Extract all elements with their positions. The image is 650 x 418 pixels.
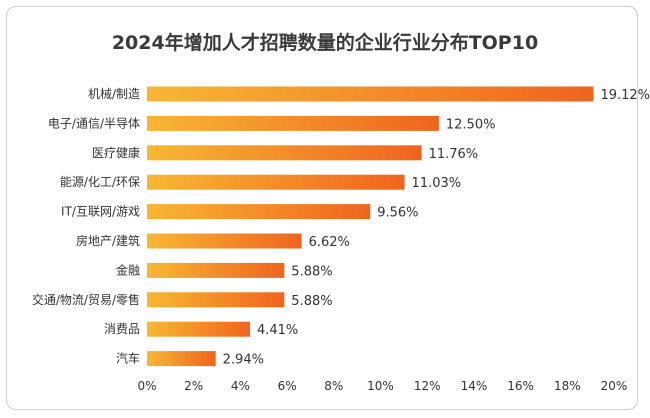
bar-0 — [147, 86, 594, 102]
value-label: 19.12% — [600, 88, 650, 103]
bar-9 — [147, 351, 216, 367]
value-label: 5.88% — [291, 294, 332, 309]
category-label: 医疗健康 — [92, 145, 140, 160]
x-tick-label: 14% — [461, 379, 488, 393]
category-label: 交通/物流/贸易/零售 — [32, 292, 140, 307]
category-label: 机械/制造 — [88, 86, 140, 101]
value-label: 6.62% — [309, 235, 350, 250]
x-tick-label: 20% — [601, 379, 628, 393]
x-tick-label: 2% — [184, 379, 203, 393]
value-label: 12.50% — [446, 117, 496, 132]
value-label: 2.94% — [223, 353, 264, 368]
x-tick-label: 4% — [231, 379, 250, 393]
x-tick-label: 18% — [554, 379, 581, 393]
value-label: 11.03% — [412, 176, 462, 191]
category-label: 汽车 — [116, 351, 140, 366]
category-label: 能源/化工/环保 — [60, 175, 140, 189]
x-tick-label: 8% — [324, 379, 343, 393]
x-tick-label: 0% — [137, 379, 156, 393]
bar-3 — [147, 174, 405, 190]
category-label: 消费品 — [104, 322, 140, 336]
bar-1 — [147, 115, 439, 131]
value-label: 5.88% — [291, 264, 332, 279]
bar-5 — [147, 233, 302, 249]
bar-8 — [147, 321, 250, 337]
bar-7 — [147, 292, 285, 308]
value-label: 9.56% — [377, 206, 418, 221]
category-label: IT/互联网/游戏 — [61, 205, 140, 219]
category-label: 金融 — [116, 262, 140, 277]
x-tick-label: 10% — [367, 379, 394, 393]
value-label: 4.41% — [257, 323, 298, 338]
x-tick-label: 16% — [507, 379, 534, 393]
bar-4 — [147, 204, 371, 220]
x-tick-label: 6% — [278, 379, 297, 393]
chart-title: 2024年增加人才招聘数量的企业行业分布TOP10 — [111, 32, 539, 54]
value-label: 11.76% — [429, 147, 479, 162]
x-tick-label: 12% — [414, 379, 441, 393]
category-label: 电子/通信/半导体 — [48, 116, 140, 130]
category-label: 房地产/建筑 — [76, 233, 140, 248]
bar-6 — [147, 262, 285, 278]
bar-2 — [147, 145, 422, 161]
